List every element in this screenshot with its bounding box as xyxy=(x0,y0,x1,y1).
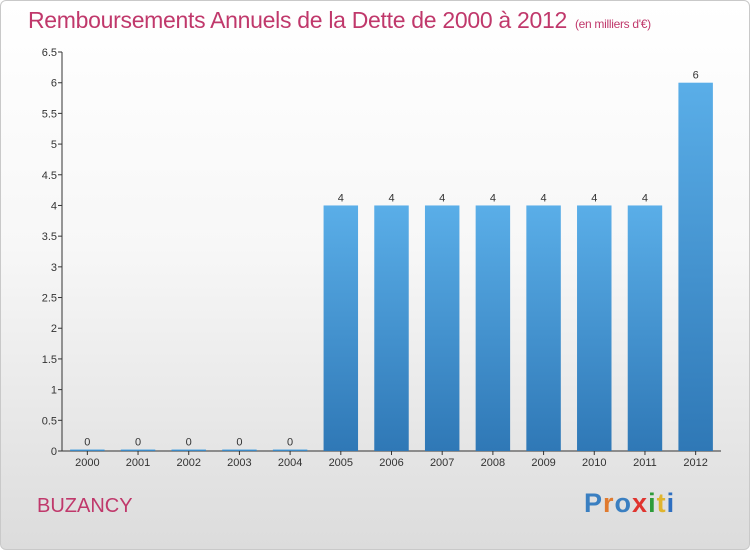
x-tick-label: 2011 xyxy=(633,457,657,469)
value-label: 4 xyxy=(439,192,445,204)
value-label: 4 xyxy=(338,192,344,204)
bar-2001 xyxy=(120,449,156,451)
value-label: 4 xyxy=(591,192,597,204)
y-tick-label: 1 xyxy=(51,385,57,397)
logo-letter: o xyxy=(614,488,633,518)
x-tick-label: 2007 xyxy=(430,457,454,469)
x-tick-label: 2009 xyxy=(531,457,555,469)
chart-title-unit: (en milliers d'€) xyxy=(574,17,651,31)
logo-letter: i xyxy=(666,488,676,518)
bar-2000 xyxy=(70,449,105,451)
bar-2009 xyxy=(526,205,561,451)
logo-letter: r xyxy=(603,488,615,518)
y-tick-label: 6 xyxy=(51,78,57,90)
value-labels: 0 0 0 0 0 4 4 4 4 4 4 4 6 xyxy=(84,70,698,449)
y-tick-label: 4 xyxy=(51,200,57,212)
y-tick-label: 5 xyxy=(51,139,57,151)
y-tick-label: 2 xyxy=(51,323,57,335)
bar-2002 xyxy=(171,449,206,451)
y-tick-label: 1.5 xyxy=(42,354,57,366)
bar-2011 xyxy=(627,205,663,451)
x-tick-label: 2004 xyxy=(278,457,302,469)
logo-letter: x xyxy=(632,488,649,518)
y-tick-label: 6.5 xyxy=(42,47,57,59)
y-tick-label: 3 xyxy=(51,262,57,274)
logo-letter: P xyxy=(584,488,604,518)
value-label: 0 xyxy=(186,437,192,449)
bar-2007 xyxy=(424,205,460,451)
y-tick-label: 4.5 xyxy=(42,170,57,182)
x-tick-label: 2008 xyxy=(481,457,505,469)
y-tick-label: 0 xyxy=(51,446,57,458)
bar-2005 xyxy=(323,205,359,451)
value-label: 0 xyxy=(135,437,141,449)
bar-2012 xyxy=(678,82,713,451)
value-label: 4 xyxy=(388,192,394,204)
value-label: 0 xyxy=(287,437,293,449)
x-tick-label: 2000 xyxy=(75,457,99,469)
x-tick-label: 2012 xyxy=(683,457,707,469)
place-name: BUZANCY xyxy=(37,495,133,517)
bar-2010 xyxy=(577,205,612,451)
y-tick-label: 5.5 xyxy=(42,108,57,120)
bar-2003 xyxy=(222,449,257,451)
bar-2008 xyxy=(475,205,511,451)
y-tick-label: 0.5 xyxy=(42,415,57,427)
x-tick-label: 2010 xyxy=(582,457,606,469)
value-label: 0 xyxy=(236,437,242,449)
logo-letter: t xyxy=(656,488,667,518)
chart-title: Remboursements Annuels de la Dette de 20… xyxy=(28,7,651,34)
y-tick-label: 2.5 xyxy=(42,293,57,305)
x-tick-label: 2001 xyxy=(126,457,150,469)
x-tick-label: 2006 xyxy=(379,457,403,469)
x-tick-label: 2002 xyxy=(176,457,200,469)
value-label: 6 xyxy=(693,70,699,82)
x-axis: 2000 2001 2002 2003 2004 2005 2006 2007 2008 2009… xyxy=(62,450,721,469)
value-label: 4 xyxy=(642,192,648,204)
bar-2004 xyxy=(272,449,308,451)
proxiti-logo[interactable]: Proxiti xyxy=(584,488,675,519)
value-label: 4 xyxy=(490,192,496,204)
x-tick-label: 2003 xyxy=(227,457,251,469)
y-tick-label: 3.5 xyxy=(42,231,57,243)
bars xyxy=(70,82,713,451)
x-tick-label: 2005 xyxy=(329,457,353,469)
value-label: 0 xyxy=(84,437,90,449)
value-label: 4 xyxy=(541,192,547,204)
logo-letter: i xyxy=(648,488,657,518)
bar-2006 xyxy=(374,205,409,451)
chart-title-text: Remboursements Annuels de la Dette de 20… xyxy=(28,7,567,33)
y-axis: 0 0.5 1 1.5 2 2.5 3 3.5 4 4.5 5 5.5 6 6.5 xyxy=(42,47,63,458)
